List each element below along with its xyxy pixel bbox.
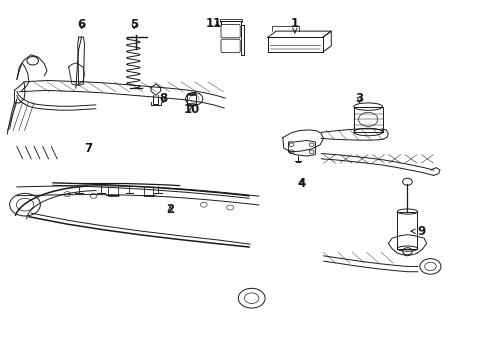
Text: 8: 8	[159, 93, 167, 105]
Text: 1: 1	[290, 17, 298, 33]
Text: 3: 3	[355, 93, 363, 105]
Text: 7: 7	[84, 142, 93, 155]
Bar	[397, 212, 417, 249]
Bar	[353, 107, 382, 132]
Text: 11: 11	[205, 17, 221, 30]
Text: 6: 6	[77, 18, 85, 31]
Text: 4: 4	[297, 177, 305, 190]
Text: 5: 5	[130, 18, 138, 31]
Text: 9: 9	[410, 225, 425, 238]
Text: 10: 10	[183, 103, 200, 116]
Text: 2: 2	[166, 203, 174, 216]
Bar	[187, 94, 196, 105]
